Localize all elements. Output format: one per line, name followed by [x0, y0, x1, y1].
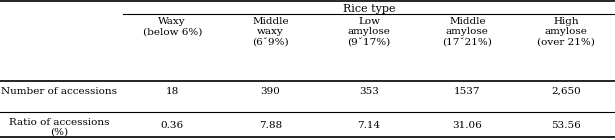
- Text: Waxy
(below 6%): Waxy (below 6%): [143, 17, 202, 36]
- Text: Ratio of accessions
(%): Ratio of accessions (%): [9, 118, 109, 137]
- Text: High
amylose
(over 21%): High amylose (over 21%): [537, 17, 595, 47]
- Text: 7.88: 7.88: [259, 122, 282, 130]
- Text: Middle
waxy
(6ˇ9%): Middle waxy (6ˇ9%): [252, 17, 289, 47]
- Text: 18: 18: [165, 87, 179, 96]
- Text: 353: 353: [359, 87, 379, 96]
- Text: 390: 390: [261, 87, 280, 96]
- Text: Middle
amylose
(17ˇ21%): Middle amylose (17ˇ21%): [442, 17, 493, 47]
- Text: Number of accessions: Number of accessions: [1, 87, 117, 96]
- Text: Rice type: Rice type: [343, 4, 395, 14]
- Text: 7.14: 7.14: [357, 122, 381, 130]
- Text: 2,650: 2,650: [551, 87, 581, 96]
- Text: 1537: 1537: [454, 87, 481, 96]
- Text: 0.36: 0.36: [161, 122, 184, 130]
- Text: 53.56: 53.56: [551, 122, 581, 130]
- Text: 31.06: 31.06: [453, 122, 482, 130]
- Text: Low
amylose
(9ˇ17%): Low amylose (9ˇ17%): [347, 17, 391, 47]
